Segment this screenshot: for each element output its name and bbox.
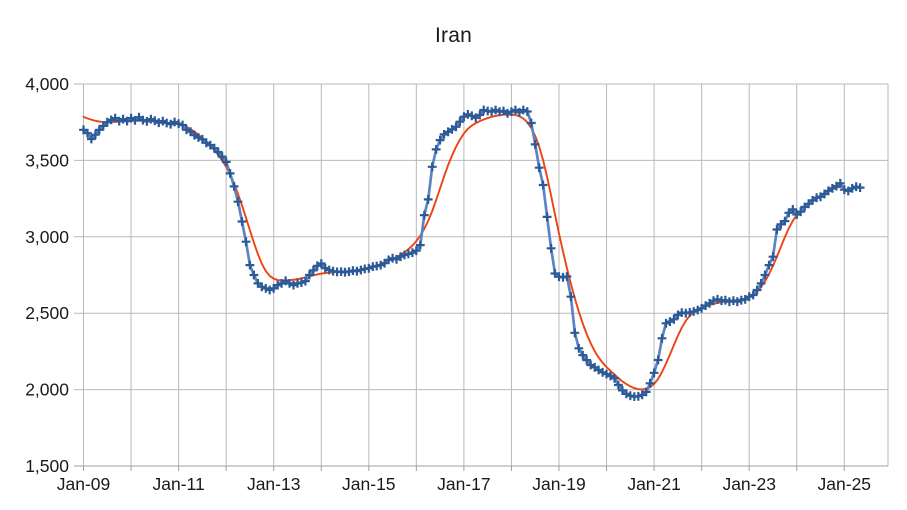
y-tick-label: 1,500: [25, 456, 69, 476]
x-tick-label: Jan-11: [152, 474, 204, 494]
x-tick-label: Jan-15: [342, 474, 396, 494]
x-tick-label: Jan-21: [627, 474, 681, 494]
y-tick-label: 3,500: [25, 150, 69, 170]
trend-line: [82, 113, 842, 391]
chart-title: Iran: [435, 24, 472, 47]
series-plus-markers: [79, 105, 865, 401]
x-tick-label: Jan-13: [247, 474, 301, 494]
x-tick-label: Jan-23: [722, 474, 776, 494]
series-line: [82, 108, 862, 398]
x-tick-label: Jan-17: [437, 474, 491, 494]
x-tick-label: Jan-09: [57, 474, 111, 494]
y-tick-label: 2,500: [25, 303, 69, 323]
y-tick-label: 4,000: [25, 74, 69, 94]
y-tick-label: 3,000: [25, 227, 69, 247]
x-tick-label: Jan-19: [532, 474, 586, 494]
y-tick-label: 2,000: [25, 380, 69, 400]
x-tick-label: Jan-25: [818, 474, 872, 494]
